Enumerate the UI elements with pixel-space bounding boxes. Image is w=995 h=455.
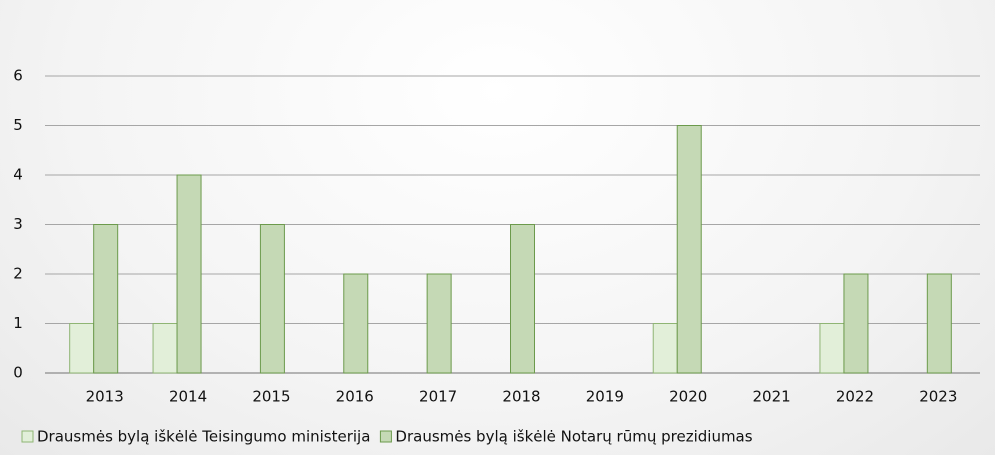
y-tick-label: 6 <box>13 67 23 85</box>
x-tick-label: 2020 <box>669 388 707 406</box>
bar <box>259 224 285 374</box>
x-tick-label: 2023 <box>919 388 957 406</box>
y-tick-label: 3 <box>13 215 23 233</box>
bar <box>652 323 678 374</box>
y-tick-label: 0 <box>13 364 23 382</box>
legend-swatch <box>21 430 34 443</box>
x-tick-label: 2019 <box>586 388 624 406</box>
x-tick-label: 2022 <box>836 388 874 406</box>
x-tick-label: 2013 <box>86 388 124 406</box>
y-tick-label: 5 <box>13 116 23 134</box>
y-tick-label: 2 <box>13 265 23 283</box>
x-tick-label: 2018 <box>502 388 540 406</box>
bar <box>152 323 178 374</box>
x-tick-label: 2016 <box>336 388 374 406</box>
y-tick-label: 4 <box>13 166 23 184</box>
bar <box>819 323 845 374</box>
x-tick-label: 2017 <box>419 388 457 406</box>
bar <box>676 125 702 374</box>
x-tick-label: 2021 <box>752 388 790 406</box>
bar <box>93 224 119 374</box>
bar <box>176 174 202 374</box>
y-tick-label: 1 <box>13 314 23 332</box>
bar <box>843 273 869 374</box>
bar <box>426 273 452 374</box>
bar <box>926 273 952 374</box>
legend-label: Drausmės bylą iškėlė Notarų rūmų prezidi… <box>395 428 752 446</box>
legend-swatch <box>379 430 392 443</box>
bar <box>69 323 95 374</box>
bar <box>510 224 535 374</box>
bar <box>343 273 369 374</box>
x-tick-label: 2014 <box>169 388 207 406</box>
legend-label: Drausmės bylą iškėlė Teisingumo minister… <box>37 428 370 446</box>
x-tick-label: 2015 <box>252 388 290 406</box>
